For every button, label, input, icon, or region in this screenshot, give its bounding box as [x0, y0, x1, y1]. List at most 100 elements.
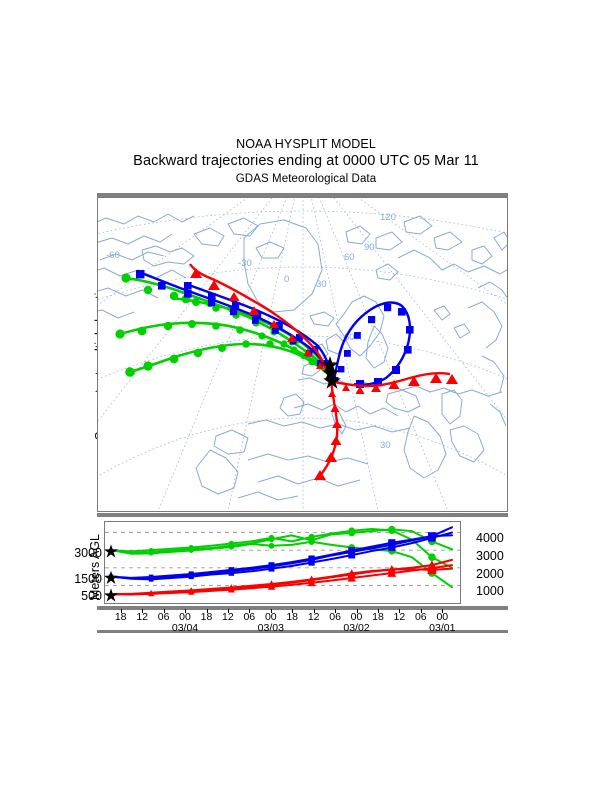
profile-marker: [228, 567, 235, 573]
profile-marker: [347, 569, 356, 577]
axis-tick: [442, 609, 444, 613]
profile-marker: [348, 527, 356, 535]
red-trajectory-markers: [190, 268, 458, 480]
axis-hour-label: 18: [114, 611, 127, 623]
map-svg: -60 -30 0 30 60 90 120 60 30: [98, 198, 507, 511]
axis-hour-label: 06: [329, 611, 341, 623]
axis-tick: [249, 609, 251, 613]
profile-marker: [388, 526, 396, 535]
grid-label: 60: [344, 332, 355, 343]
axis-hour-label: 00: [264, 611, 277, 623]
profile-source-stars: [105, 544, 118, 602]
grid-label: 90: [364, 242, 375, 253]
axis-date-label: 03/01: [429, 622, 456, 634]
axis-tick: [292, 609, 294, 613]
profile-svg: [105, 525, 460, 602]
axis-tick: [378, 609, 379, 613]
profile-marker: [227, 584, 235, 591]
divider-axis: [97, 630, 508, 633]
profile-marker: [148, 589, 155, 596]
axis-hour-label: 18: [200, 611, 213, 623]
profile-right-label-1000: 1000: [476, 584, 504, 598]
profile-line: [110, 528, 453, 569]
profile-marker: [267, 580, 276, 588]
green-trajectories: [118, 276, 334, 380]
profile-marker: [428, 532, 436, 540]
axis-tick: [163, 609, 165, 613]
axis-hour-label: 18: [372, 611, 384, 623]
axis-hour-label: 18: [286, 611, 299, 623]
divider-top: [97, 193, 508, 197]
axis-tick: [313, 609, 315, 613]
profile-marker: [387, 565, 397, 574]
trajectory-map-panel[interactable]: -60 -30 0 30 60 90 120 60 30: [97, 197, 508, 512]
profile-right-label-3000: 3000: [476, 549, 504, 563]
profile-marker: [308, 533, 315, 541]
axis-hour-label: 06: [157, 611, 170, 623]
profile-marker: [188, 571, 194, 577]
axis-hour-label: 12: [222, 611, 234, 623]
axis-tick: [120, 609, 122, 613]
source-star-icon: [105, 544, 118, 558]
grid-label: 30: [316, 279, 327, 290]
axis-hour-label: 12: [393, 611, 406, 623]
profile-marker: [307, 575, 316, 583]
profile-marker: [308, 555, 315, 562]
profile-marker: [308, 538, 315, 545]
axis-date-label: 03/03: [257, 622, 284, 634]
profile-marker: [188, 548, 194, 554]
profile-left-label-1500: 1500: [74, 572, 102, 586]
profile-line: [110, 567, 453, 596]
profile-series-markers: [108, 525, 437, 597]
axis-tick: [270, 609, 272, 613]
model-title: NOAA HYSPLIT MODEL: [236, 137, 376, 151]
axis-hour-label: 12: [307, 611, 320, 623]
profile-marker: [427, 565, 437, 574]
grid-label: 120: [380, 212, 396, 223]
profile-marker: [427, 560, 437, 570]
axis-tick: [142, 609, 144, 613]
profile-marker: [188, 587, 195, 593]
axis-hour-label: 06: [243, 611, 256, 623]
plot-title-block: NOAA HYSPLIT MODEL Backward trajectories…: [0, 136, 612, 187]
source-star-icon: [322, 364, 340, 381]
source-star-icon: [105, 570, 118, 584]
source-star-icon: [321, 356, 339, 373]
axis-date-label: 03/04: [171, 622, 199, 634]
map-graticule: [98, 198, 507, 511]
profile-right-label-2000: 2000: [476, 567, 504, 581]
axis-tick: [185, 609, 186, 613]
grid-label: 30: [380, 440, 391, 451]
axis-hour-label: 00: [436, 611, 449, 623]
trajectory-subtitle: Backward trajectories ending at 0000 UTC…: [133, 153, 479, 169]
profile-marker: [268, 562, 275, 569]
divider-bottom: [97, 606, 508, 610]
profile-marker: [348, 547, 356, 554]
profile-marker: [268, 534, 275, 541]
profile-marker: [228, 544, 235, 550]
height-profile-panel[interactable]: [104, 521, 461, 604]
axis-hour-label: 06: [414, 611, 427, 623]
profile-marker: [268, 542, 275, 549]
divider-middle: [97, 513, 508, 517]
profile-marker: [428, 553, 436, 562]
profile-left-label-3000: 3000: [74, 546, 102, 560]
axis-tick: [356, 609, 358, 613]
time-axis: 18 12 06 00 18 12 06 00 18 12 06 00 18 12 06 00 03/04 03/…: [104, 609, 461, 634]
profile-marker: [388, 539, 396, 547]
axis-tick: [399, 609, 401, 613]
profile-series-lines: [110, 526, 453, 596]
source-star-icon: [323, 372, 341, 389]
profile-right-label-4000: 4000: [476, 531, 504, 545]
grid-label: -30: [238, 258, 252, 269]
grid-label: 0: [284, 274, 289, 285]
met-data-title: GDAS Meteorological Data: [235, 173, 377, 185]
profile-left-label-500: 500: [81, 589, 102, 603]
axis-tick: [335, 609, 337, 613]
map-source-stars: [321, 356, 341, 389]
profile-marker: [148, 574, 154, 580]
red-trajectories: [189, 263, 451, 481]
grid-label: 60: [344, 252, 355, 263]
axis-hour-label: 00: [179, 611, 191, 623]
